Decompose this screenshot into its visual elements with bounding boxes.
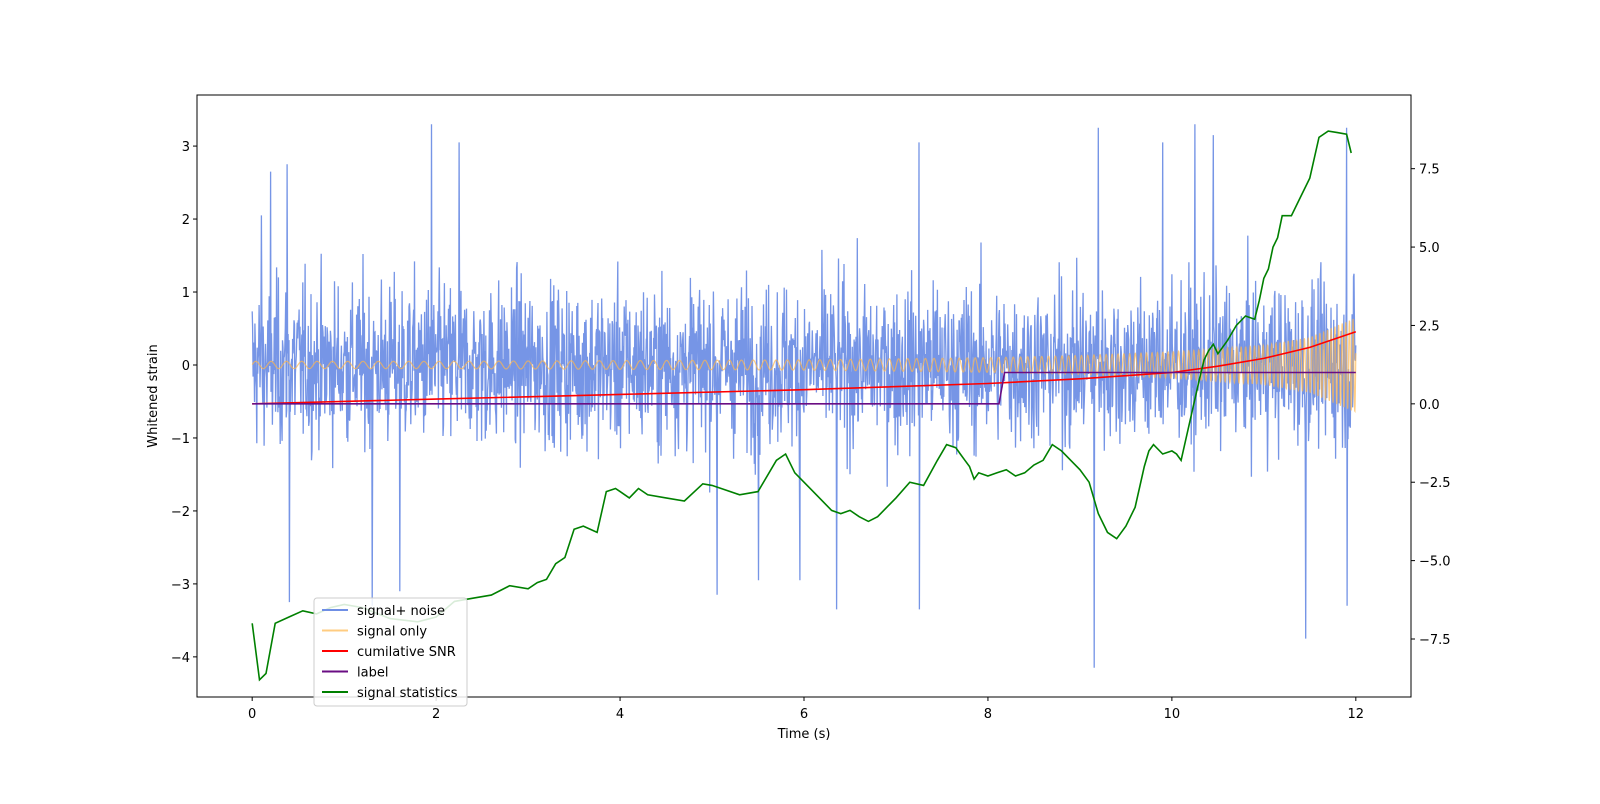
series-signal-noise-line: [251, 124, 1357, 668]
x-tick-label: 10: [1164, 707, 1181, 722]
series-label-line: [252, 371, 1356, 405]
y-tick-label: −4: [171, 651, 190, 666]
y2-tick-label: 5.0: [1419, 241, 1440, 256]
series-cumulative-snr-line: [252, 330, 1357, 405]
y-tick-label: −1: [171, 432, 190, 447]
x-tick-label: 0: [248, 707, 256, 722]
legend-entry-label: label: [357, 666, 388, 681]
plot-series-group: [251, 124, 1357, 682]
ticks-layer: 0 2 4 6 8 10 12−4−3−2−10123−7.5−5.0−2.50.02.55…: [171, 140, 1451, 722]
y2-tick-label: 2.5: [1419, 319, 1440, 334]
legend-entry-label: signal+ noise: [357, 604, 445, 619]
x-axis-label: Time (s): [777, 727, 831, 742]
series-signal-statistics-line: [251, 130, 1352, 682]
x-tick-label: 8: [984, 707, 992, 722]
y-tick-label: −2: [171, 505, 190, 520]
y2-tick-label: −5.0: [1419, 555, 1451, 570]
legend-entry-label: cumilative SNR: [357, 645, 456, 660]
x-tick-label: 12: [1348, 707, 1365, 722]
x-tick-label: 4: [616, 707, 624, 722]
y2-tick-label: 0.0: [1419, 398, 1440, 413]
y-tick-label: 3: [182, 140, 190, 155]
y2-tick-label: 7.5: [1419, 163, 1440, 178]
plot-area: [251, 124, 1357, 682]
legend-entry-label: signal statistics: [357, 686, 458, 701]
y-axis-label: Whitened strain: [146, 344, 161, 447]
x-tick-label: 2: [432, 707, 440, 722]
legend-entry-label: signal only: [357, 625, 427, 640]
legend: signal+ noise signal only cumilative SNR la…: [313, 597, 468, 707]
x-tick-label: 6: [800, 707, 808, 722]
y-tick-label: 2: [182, 213, 190, 228]
y-tick-label: 1: [182, 286, 190, 301]
y2-tick-label: −2.5: [1419, 476, 1451, 491]
y2-tick-label: −7.5: [1419, 633, 1451, 648]
legend-box: [313, 597, 468, 707]
y-tick-label: 0: [182, 359, 190, 374]
series-signal-only-line: [251, 318, 1357, 414]
y-tick-label: −3: [171, 578, 190, 593]
